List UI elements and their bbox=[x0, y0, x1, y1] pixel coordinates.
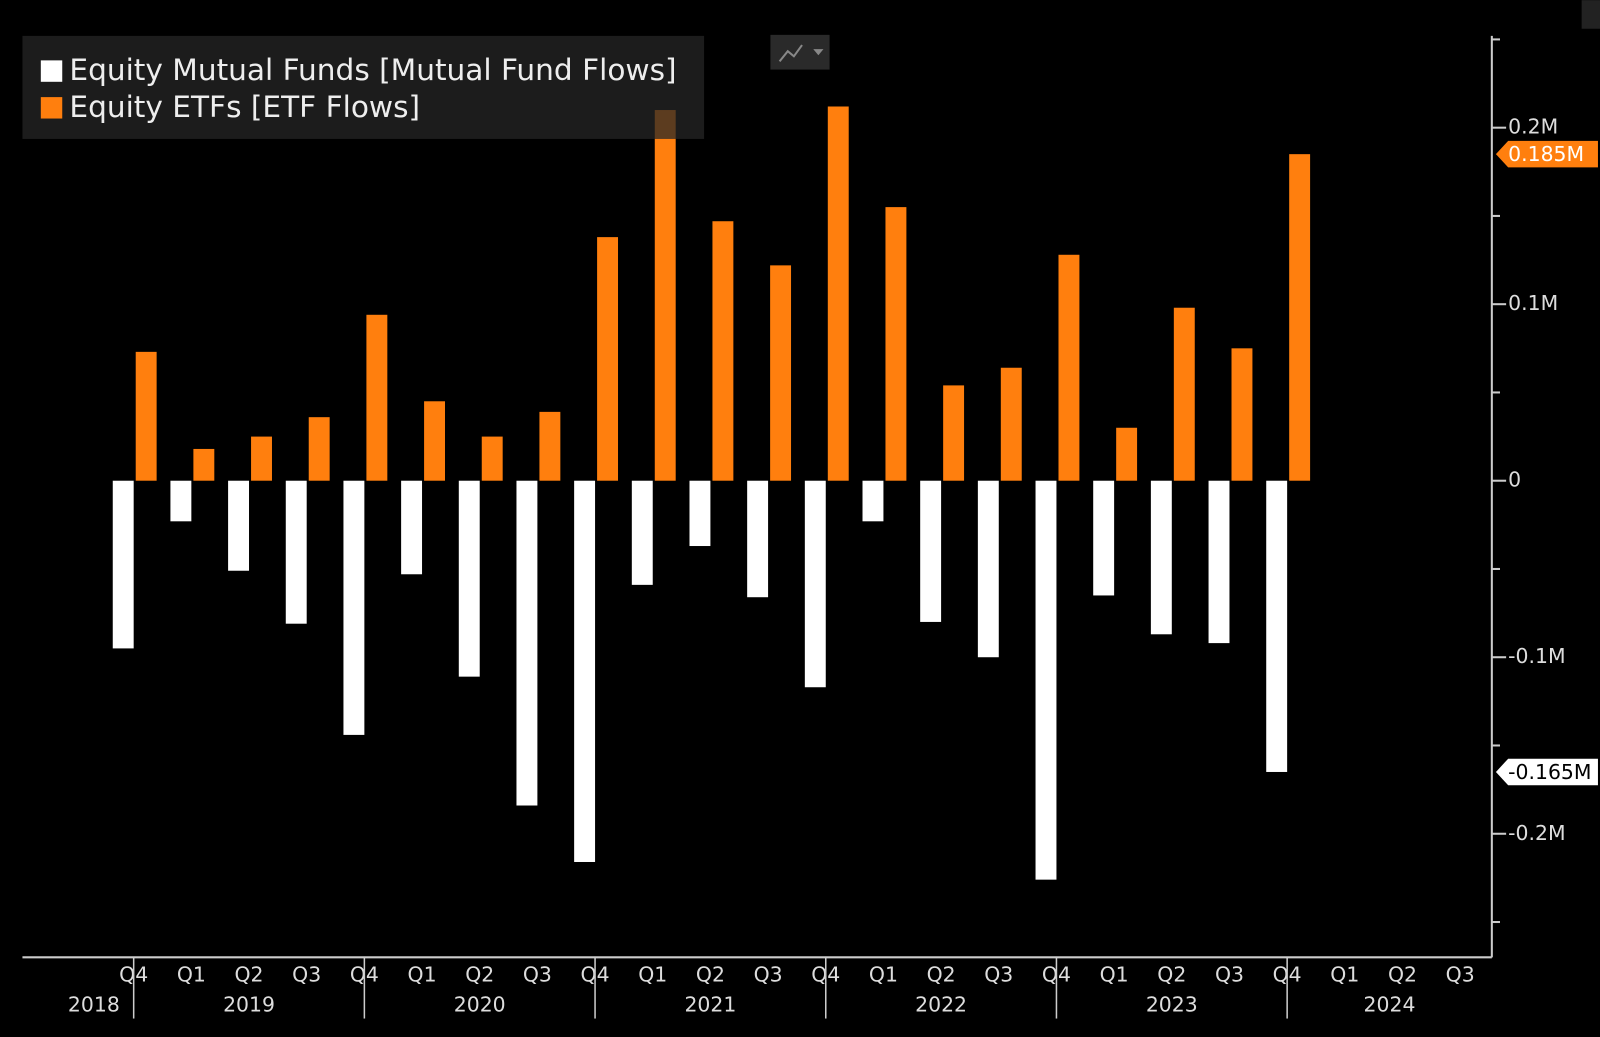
corner-button[interactable] bbox=[1581, 0, 1600, 29]
legend-label: Equity Mutual Funds [Mutual Fund Flows] bbox=[69, 53, 676, 87]
legend-label: Equity ETFs [ETF Flows] bbox=[69, 90, 420, 124]
y-tick-label: -0.1M bbox=[1508, 644, 1565, 668]
last-value-tag bbox=[1495, 758, 1598, 786]
x-tick-label: Q2 bbox=[927, 963, 956, 987]
chart-type-icon bbox=[778, 44, 803, 63]
bar bbox=[597, 237, 619, 481]
x-tick-label: Q3 bbox=[754, 963, 783, 987]
x-tick-label: Q3 bbox=[1215, 963, 1244, 987]
bar bbox=[885, 207, 907, 481]
year-label: 2021 bbox=[684, 992, 736, 1016]
y-tick-label: 0 bbox=[1508, 468, 1521, 492]
bar bbox=[862, 480, 884, 522]
last-value-tag bbox=[1495, 140, 1598, 168]
bar bbox=[827, 106, 849, 481]
x-tick-label: Q2 bbox=[1157, 963, 1186, 987]
bar bbox=[1208, 480, 1230, 644]
x-tick-label: Q2 bbox=[1388, 963, 1417, 987]
bar bbox=[539, 411, 561, 481]
bar bbox=[1093, 480, 1115, 596]
last-value-label: 0.185M bbox=[1508, 142, 1584, 166]
bar bbox=[458, 480, 480, 677]
year-label: 2023 bbox=[1146, 992, 1198, 1016]
bar bbox=[401, 480, 423, 575]
bar bbox=[135, 351, 157, 481]
x-tick-label: Q1 bbox=[408, 963, 437, 987]
x-tick-label: Q2 bbox=[696, 963, 725, 987]
bar bbox=[770, 265, 792, 481]
bar bbox=[170, 480, 192, 522]
bar bbox=[574, 480, 596, 862]
bar bbox=[516, 480, 538, 806]
bar bbox=[1231, 348, 1253, 481]
x-tick-label: Q1 bbox=[1100, 963, 1129, 987]
last-value-label: -0.165M bbox=[1508, 760, 1591, 784]
bar bbox=[631, 480, 653, 585]
y-tick-label: 0.1M bbox=[1508, 291, 1558, 315]
x-tick-label: Q3 bbox=[292, 963, 321, 987]
y-tick-label: -0.2M bbox=[1508, 821, 1565, 845]
x-tick-label: Q1 bbox=[638, 963, 667, 987]
bar bbox=[193, 448, 215, 481]
bar bbox=[1000, 367, 1022, 481]
bar bbox=[285, 480, 307, 624]
bar bbox=[481, 436, 503, 481]
bar bbox=[112, 480, 134, 649]
bar bbox=[1150, 480, 1172, 635]
bar bbox=[343, 480, 365, 735]
legend-swatch bbox=[40, 97, 63, 119]
bar bbox=[654, 110, 676, 481]
bar bbox=[689, 480, 711, 547]
bar bbox=[366, 314, 388, 481]
year-label: 2022 bbox=[915, 992, 967, 1016]
bar bbox=[1116, 427, 1138, 481]
bar bbox=[943, 385, 965, 481]
bar bbox=[1266, 480, 1288, 772]
year-label: 2024 bbox=[1364, 992, 1416, 1016]
x-tick-label: Q1 bbox=[177, 963, 206, 987]
bar bbox=[920, 480, 942, 622]
x-tick-label: Q2 bbox=[235, 963, 264, 987]
bar bbox=[251, 436, 272, 481]
legend-box bbox=[22, 35, 705, 139]
x-tick-label: Q1 bbox=[1330, 963, 1359, 987]
x-tick-label: Q3 bbox=[1446, 963, 1475, 987]
bar bbox=[228, 480, 250, 571]
bar bbox=[1058, 254, 1080, 481]
y-tick-label: 0.2M bbox=[1508, 115, 1558, 139]
bar bbox=[1173, 307, 1195, 481]
x-tick-label: Q3 bbox=[984, 963, 1013, 987]
bar bbox=[712, 221, 734, 481]
bar bbox=[1035, 480, 1057, 880]
x-tick-label: Q2 bbox=[465, 963, 494, 987]
dropdown-arrow bbox=[813, 49, 824, 56]
year-label: 2018 bbox=[68, 992, 120, 1016]
x-tick-label: Q1 bbox=[869, 963, 898, 987]
year-label: 2020 bbox=[454, 992, 506, 1016]
x-tick-label: Q3 bbox=[523, 963, 552, 987]
bar bbox=[308, 417, 330, 481]
bar bbox=[804, 480, 826, 688]
bar bbox=[977, 480, 999, 658]
bar bbox=[747, 480, 769, 598]
bar bbox=[424, 401, 445, 481]
year-label: 2019 bbox=[223, 992, 275, 1016]
bar bbox=[1289, 154, 1311, 481]
legend-swatch bbox=[40, 60, 63, 82]
